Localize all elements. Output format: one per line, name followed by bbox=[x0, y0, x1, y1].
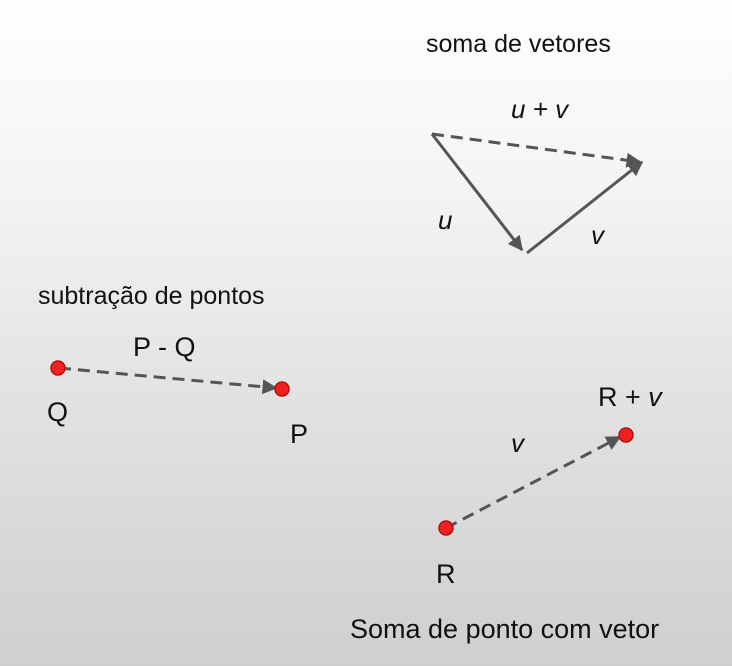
point-p-dot bbox=[274, 381, 290, 397]
vector-v-arrow bbox=[526, 160, 644, 255]
point-subtraction-vector-label: P - Q bbox=[133, 332, 196, 362]
vector-u-label: u bbox=[438, 205, 453, 235]
vector-u-arrow bbox=[430, 133, 524, 252]
vector-sum-dashed-arrow bbox=[431, 132, 642, 168]
point-r-plus-v-label-text: R + v bbox=[598, 382, 662, 412]
point-plus-vector-title: Soma de ponto com vetor bbox=[350, 614, 660, 644]
point-plus-vector-dashed-arrow bbox=[445, 435, 622, 530]
vector-sum-label: u + v bbox=[511, 94, 569, 124]
point-r-dot bbox=[438, 520, 454, 536]
vector-v-label: v bbox=[591, 220, 604, 250]
point-q-dot bbox=[50, 360, 66, 376]
point-r-label: R bbox=[436, 559, 456, 589]
point-subtraction-title: subtração de pontos bbox=[38, 282, 265, 310]
point-q-label: Q bbox=[47, 397, 69, 427]
point-subtraction-dashed-arrow bbox=[58, 366, 278, 395]
point-r-plus-v-dot bbox=[618, 427, 634, 443]
vector-sum-title: soma de vetores bbox=[426, 30, 611, 58]
point-r-plus-v-label: R + v bbox=[598, 384, 662, 411]
point-plus-vector-v-label: v bbox=[511, 428, 524, 458]
point-p-label: P bbox=[290, 419, 309, 449]
